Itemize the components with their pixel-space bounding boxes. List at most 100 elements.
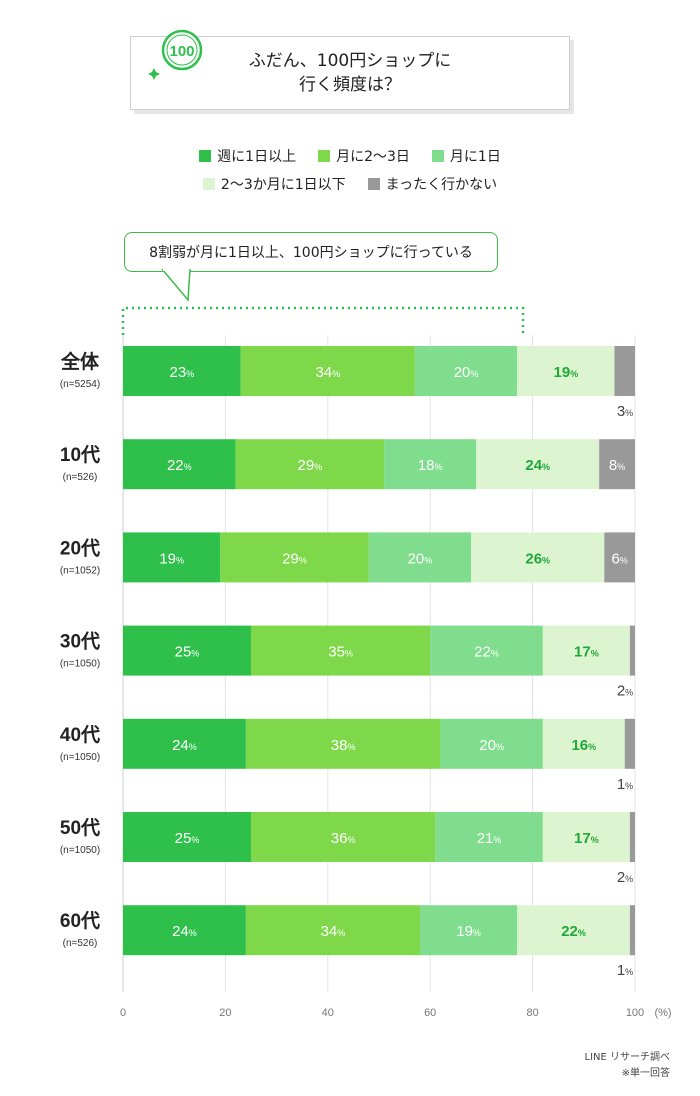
legend-swatch [431,150,444,162]
source-text: LINE リサーチ調べ [584,1052,671,1063]
bar-segment [123,346,241,396]
bar-segment [471,532,605,583]
note-text: ※単一回答 [621,1068,670,1079]
data-label: 24% [525,457,550,474]
bar-segment [604,532,635,583]
legend-label: 月に2〜3日 [336,149,410,165]
legend-label: 月に1日 [449,149,501,165]
bar-segment [123,812,251,862]
data-label: 19% [159,550,184,567]
legend-item: 月に2〜3日 [318,146,410,166]
data-label: 19% [456,923,481,940]
bar-segment [251,812,436,862]
category-label: 20代 [60,537,100,559]
data-label: 22% [474,644,499,661]
bar-segment [440,718,543,769]
data-label: 22% [167,457,192,474]
bar-segment [476,439,600,490]
bar-segment [542,812,630,862]
legend-item: まったく行かない [367,174,498,194]
data-label: 23% [170,364,195,381]
data-label: 8% [609,457,625,474]
100-yen-logo-icon: 100 [148,29,203,80]
bar-segment [123,718,246,769]
bar-segment [251,625,431,676]
title-line-1: ふだん、100円ショップに [248,51,452,71]
bar-segment [629,625,635,676]
data-label: 16% [571,737,596,754]
x-tick-label: 20 [219,1007,231,1019]
sample-size-label: (n=526) [63,472,98,483]
data-label: 34% [321,923,346,940]
data-label: 36% [331,830,356,847]
bar-segment [435,812,543,862]
legend: 週に1日以上 月に2〜3日 月に1日 2〜3か月に1日以下 まったく行かない [0,142,700,198]
legend-item: 2〜3か月に1日以下 [202,174,346,194]
category-label: 全体 [60,350,100,373]
data-label: 6% [611,550,627,567]
bar-segment [235,439,385,490]
data-label: 2% [617,683,633,700]
data-label: 3% [617,403,633,420]
bar-segment [599,439,635,490]
title-box: ふだん、100円ショップに 行く頻度は？ [130,36,570,110]
data-label: 1% [617,776,633,793]
data-label: 20% [479,737,504,754]
sample-size-label: (n=1050) [60,845,100,856]
bar-segment [123,625,251,676]
category-label: 40代 [60,724,100,746]
legend-item: 月に1日 [431,146,501,166]
data-label: 38% [331,737,356,754]
data-label: 17% [574,830,599,847]
sample-size-label: (n=1050) [60,752,100,763]
bar-segment [629,812,635,862]
data-label: 26% [525,550,550,567]
legend-label: 週に1日以上 [217,149,297,165]
bar-segment [517,905,630,956]
data-label: 22% [561,923,586,940]
bar-segment [245,718,441,769]
data-label: 34% [315,364,340,381]
legend-label: まったく行かない [385,177,498,193]
legend-swatch [202,178,215,190]
x-tick-label: 40 [322,1007,334,1019]
bar-segment [624,718,635,769]
data-label: 2% [617,869,633,886]
category-label: 60代 [60,910,100,932]
sample-size-label: (n=1050) [60,659,100,670]
title-line-2: 行く頻度は？ [299,75,401,95]
bar-segment [414,346,518,396]
legend-row-2: 2〜3か月に1日以下 まったく行かない [0,170,700,198]
data-label: 24% [172,737,197,754]
bar-segment [419,905,518,956]
x-tick-label: 0 [120,1007,126,1019]
data-label: 35% [328,644,353,661]
bar-segment [430,625,543,676]
data-label: 1% [617,962,633,979]
callout-text: 8割弱が月に1日以上、100円ショップに行っている [149,245,473,261]
legend-label: 2〜3か月に1日以下 [220,177,346,193]
x-unit-label: (%) [654,1007,671,1019]
legend-row-1: 週に1日以上 月に2〜3日 月に1日 [0,142,700,170]
chart-title: ふだん、100円ショップに 行く頻度は？ [131,49,569,97]
sample-size-label: (n=526) [63,938,98,949]
bar-segment [542,718,625,769]
data-label: 25% [175,644,200,661]
legend-item: 週に1日以上 [199,146,296,166]
data-label: 21% [477,830,502,847]
data-label: 20% [454,364,479,381]
data-label: 17% [574,644,599,661]
logo-text: 100 [169,43,194,60]
bar-segment [123,439,236,490]
x-tick-label: 60 [424,1007,436,1019]
data-label: 29% [298,457,323,474]
data-label: 29% [282,550,307,567]
x-tick-label: 80 [526,1007,538,1019]
bar-segment [368,532,472,583]
bar-segment [542,625,630,676]
sparkle-icon [148,68,160,80]
legend-swatch [318,150,331,162]
bar-segment [517,346,615,396]
bar-segment [123,532,221,583]
